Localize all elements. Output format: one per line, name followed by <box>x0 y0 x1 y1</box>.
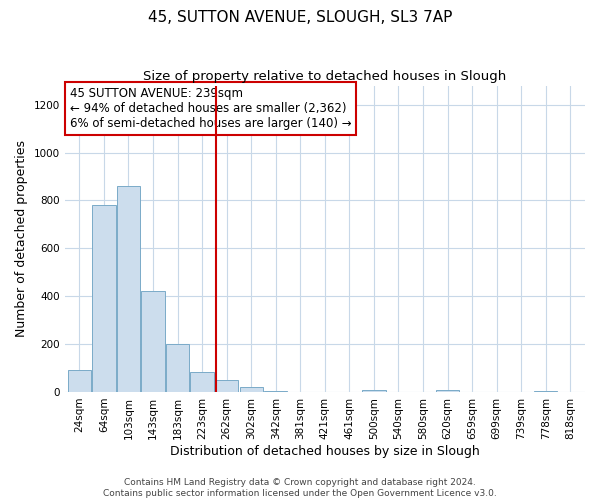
Bar <box>264 391 287 392</box>
Bar <box>117 186 140 392</box>
Title: Size of property relative to detached houses in Slough: Size of property relative to detached ho… <box>143 70 506 83</box>
Bar <box>436 390 459 392</box>
Y-axis label: Number of detached properties: Number of detached properties <box>15 140 28 338</box>
Bar <box>215 380 238 392</box>
Text: Contains HM Land Registry data © Crown copyright and database right 2024.
Contai: Contains HM Land Registry data © Crown c… <box>103 478 497 498</box>
Bar <box>166 344 189 392</box>
X-axis label: Distribution of detached houses by size in Slough: Distribution of detached houses by size … <box>170 444 480 458</box>
Bar <box>190 372 214 392</box>
Text: 45, SUTTON AVENUE, SLOUGH, SL3 7AP: 45, SUTTON AVENUE, SLOUGH, SL3 7AP <box>148 10 452 25</box>
Bar <box>239 387 263 392</box>
Bar <box>68 370 91 392</box>
Bar <box>362 390 386 392</box>
Text: 45 SUTTON AVENUE: 239sqm
← 94% of detached houses are smaller (2,362)
6% of semi: 45 SUTTON AVENUE: 239sqm ← 94% of detach… <box>70 87 352 130</box>
Bar <box>142 292 164 392</box>
Bar <box>534 391 557 392</box>
Bar <box>92 205 116 392</box>
